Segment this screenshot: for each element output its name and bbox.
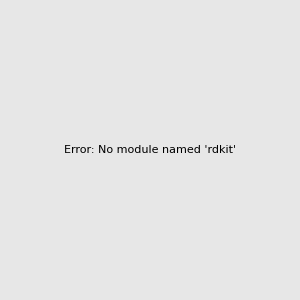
Text: Error: No module named 'rdkit': Error: No module named 'rdkit' [64, 145, 236, 155]
